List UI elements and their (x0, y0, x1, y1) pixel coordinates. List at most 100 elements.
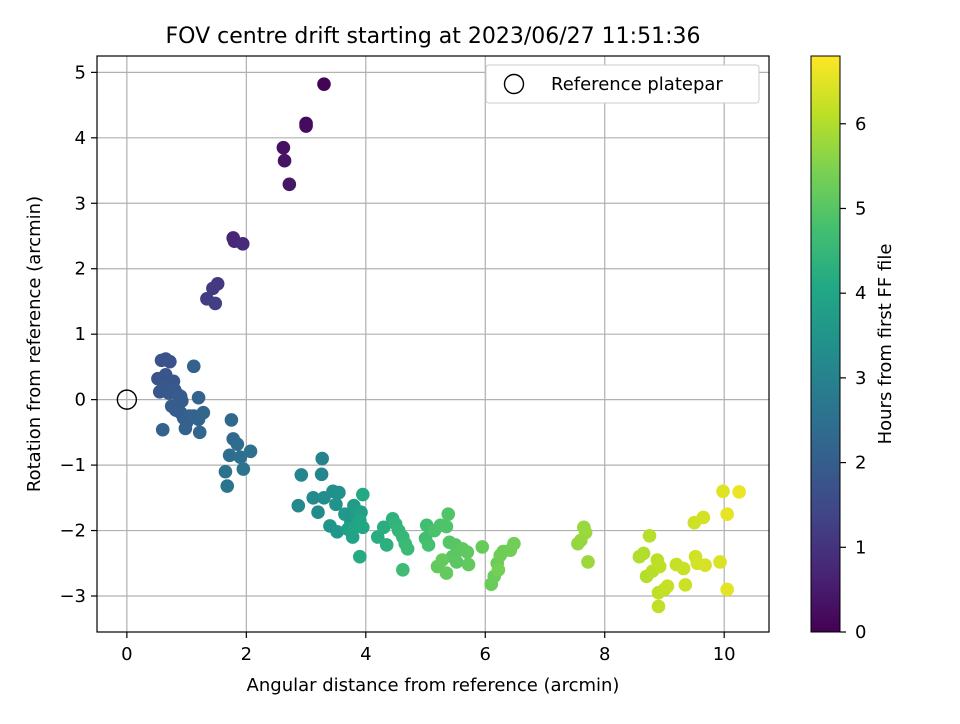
data-point (678, 578, 693, 592)
x-tick-label: 4 (360, 644, 371, 665)
data-point (282, 177, 297, 192)
data-point (696, 510, 711, 525)
data-point (315, 451, 329, 466)
data-point (276, 140, 291, 155)
colorbar-tick-label: 3 (855, 368, 866, 389)
data-point (220, 479, 235, 493)
data-point (294, 468, 309, 482)
colorbar-tick-label: 1 (855, 537, 866, 558)
data-point (396, 563, 410, 577)
y-tick-label: 1 (75, 324, 86, 345)
x-tick-label: 8 (599, 644, 610, 665)
data-point (698, 558, 712, 573)
legend-marker (503, 73, 525, 95)
data-point (461, 557, 476, 572)
data-point (155, 422, 170, 437)
data-point (651, 599, 666, 614)
colorbar-tick-label: 4 (855, 283, 866, 304)
x-tick-label: 0 (121, 644, 132, 665)
data-point (206, 281, 220, 296)
data-point (224, 413, 239, 427)
y-tick-label: 4 (75, 128, 86, 149)
data-point (192, 425, 207, 440)
data-point (235, 237, 250, 251)
data-point (716, 484, 730, 499)
data-point (243, 444, 258, 459)
data-point (376, 520, 391, 535)
data-point (642, 528, 657, 543)
data-point (713, 555, 727, 569)
x-axis-label: Angular distance from reference (arcmin) (247, 675, 620, 696)
data-point (196, 405, 211, 420)
data-point (435, 553, 450, 567)
data-point (299, 119, 313, 133)
data-point (449, 555, 464, 569)
data-point (356, 520, 370, 535)
plot-frame (96, 55, 770, 633)
x-tick-label: 10 (713, 644, 736, 665)
y-tick-label: −2 (59, 521, 86, 542)
data-point (236, 462, 251, 476)
data-point (636, 546, 651, 561)
x-axis: 0 2 4 6 8 10 (121, 632, 736, 665)
legend: Reference platepar (485, 64, 760, 104)
data-point (178, 421, 193, 436)
y-tick-label: 3 (75, 193, 86, 214)
data-point (732, 485, 746, 499)
colorbar-tick-label: 2 (855, 453, 866, 474)
data-point (317, 77, 331, 91)
colorbar-label: Hours from first FF file (875, 244, 896, 445)
data-point (218, 464, 233, 479)
legend-box (485, 64, 760, 104)
colorbar-ticks: 0 1 2 3 4 5 6 (840, 114, 866, 643)
colorbar-gradient (810, 55, 841, 633)
data-point (578, 525, 593, 540)
y-tick-label: 5 (75, 62, 86, 83)
y-axis-label: Rotation from reference (arcmin) (24, 196, 45, 492)
data-point (379, 538, 394, 552)
data-point (186, 359, 201, 374)
data-point (491, 563, 506, 577)
x-tick-label: 2 (241, 644, 252, 665)
data-point (660, 579, 675, 593)
data-point (439, 519, 454, 534)
colorbar: 0 1 2 3 4 5 6 Hours from first FF file (810, 55, 896, 643)
data-point (439, 566, 454, 580)
y-tick-label: 0 (75, 390, 86, 411)
colorbar-tick-label: 6 (855, 114, 866, 135)
data-point (441, 507, 456, 521)
data-point (581, 555, 595, 569)
data-point (332, 485, 346, 500)
data-point (306, 491, 321, 505)
data-point (154, 353, 169, 368)
data-point (311, 505, 325, 520)
y-axis: 5 4 3 2 1 0 −1 −2 −3 (59, 62, 97, 607)
data-point (230, 437, 245, 451)
reference-marker (116, 389, 138, 410)
data-point (652, 559, 667, 574)
data-point (330, 525, 344, 539)
chart-title: FOV centre drift starting at 2023/06/27 … (166, 24, 701, 49)
y-tick-label: −3 (59, 586, 86, 607)
legend-label: Reference platepar (551, 74, 723, 95)
data-point (475, 540, 490, 554)
data-point (460, 545, 475, 559)
data-point (720, 507, 734, 521)
data-point (356, 487, 370, 502)
data-point (507, 536, 521, 551)
x-tick-label: 6 (480, 644, 491, 665)
data-point (222, 448, 237, 463)
y-tick-label: −1 (59, 455, 86, 476)
data-point (314, 467, 329, 482)
points-layer (151, 77, 746, 614)
data-point (291, 498, 306, 513)
data-point (421, 538, 436, 552)
data-point (370, 530, 385, 544)
data-point (400, 542, 415, 556)
colorbar-tick-label: 0 (855, 622, 866, 643)
data-point (191, 390, 206, 405)
data-point (329, 497, 343, 512)
y-tick-label: 2 (75, 259, 86, 280)
colorbar-tick-label: 5 (855, 198, 866, 219)
